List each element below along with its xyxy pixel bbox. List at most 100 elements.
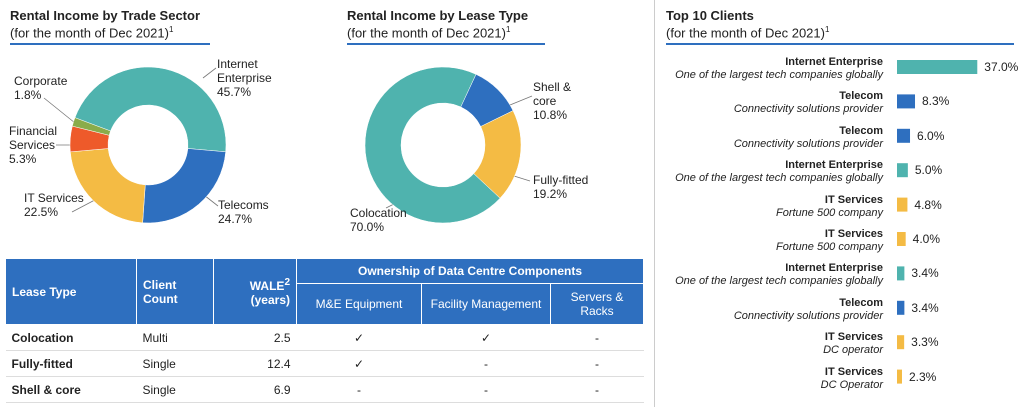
bar bbox=[897, 369, 902, 384]
value-label: 24.7% bbox=[218, 212, 253, 226]
bar bbox=[897, 163, 908, 178]
category-label: Corporate bbox=[14, 74, 68, 88]
value-label: 45.7% bbox=[217, 85, 252, 99]
client-description: One of the largest tech companies global… bbox=[675, 69, 883, 81]
value-label: 70.0% bbox=[350, 220, 385, 234]
table-cell: 2.5 bbox=[213, 324, 297, 351]
table-cell: Shell & core bbox=[5, 376, 137, 403]
value-label: 2.3% bbox=[908, 369, 937, 384]
bar bbox=[897, 266, 905, 281]
slice-label: Corporate 1.8% bbox=[14, 74, 84, 102]
client-name: IT Services bbox=[824, 193, 883, 206]
donut-slice bbox=[364, 66, 501, 224]
bar bbox=[897, 60, 978, 74]
value-label: 1.8% bbox=[14, 88, 42, 102]
bar bbox=[897, 300, 905, 315]
bar bbox=[897, 128, 911, 143]
header-cell: Client Count bbox=[136, 258, 214, 325]
table-cell: Fully-fitted bbox=[5, 350, 137, 377]
client-description: DC Operator bbox=[820, 378, 883, 391]
table-cell: - bbox=[550, 324, 644, 351]
category-label: Financial Services bbox=[9, 124, 58, 152]
client-description: Connectivity solutions provider bbox=[733, 309, 883, 322]
client-name: Internet Enterprise bbox=[785, 159, 883, 172]
header-text: WALE bbox=[249, 278, 285, 293]
subtitle-text: (for the month of Dec 2021) bbox=[10, 25, 169, 41]
client-name: IT Services bbox=[824, 365, 883, 378]
lease-table: Lease Type Client Count WALE2 (years) Own… bbox=[5, 258, 644, 403]
category-label: Telecoms bbox=[218, 198, 269, 212]
slice-label: Internet Enterprise 45.7% bbox=[217, 57, 287, 99]
chart-subtitle: (for the month of Dec 2021)1 bbox=[666, 25, 829, 40]
slice-label: Fully-fitted 19.2% bbox=[533, 173, 613, 201]
category-label: Shell & core bbox=[533, 80, 572, 108]
table-cell: Single bbox=[136, 376, 214, 403]
table-cell: - bbox=[421, 376, 551, 403]
value-label: 10.8% bbox=[533, 108, 568, 122]
chart-subtitle: (for the month of Dec 2021)1 bbox=[347, 25, 510, 40]
table-cell: 6.9 bbox=[213, 376, 297, 403]
client-description: Fortune 500 company bbox=[775, 241, 883, 253]
slice-label: Colocation 70.0% bbox=[350, 206, 430, 234]
bar bbox=[897, 94, 916, 109]
header-cell: WALE2 (years) bbox=[213, 258, 297, 325]
client-name: IT Services bbox=[824, 228, 883, 240]
footnote-mark: 1 bbox=[505, 25, 511, 34]
bar bbox=[897, 335, 905, 350]
value-label: 3.4% bbox=[911, 266, 939, 281]
leader-line bbox=[202, 67, 217, 79]
slice-label: Financial Services 5.3% bbox=[9, 124, 69, 166]
value-label: 4.8% bbox=[914, 197, 942, 212]
header-cell: M&E Equipment bbox=[296, 283, 422, 325]
category-label: IT Services bbox=[24, 191, 84, 205]
divider bbox=[654, 0, 655, 407]
category-label: Internet Enterprise bbox=[217, 57, 272, 85]
client-name: Telecom bbox=[839, 90, 883, 103]
table-cell: - bbox=[421, 350, 551, 377]
value-label: 6.0% bbox=[917, 128, 945, 143]
footnote-mark: 1 bbox=[168, 25, 174, 34]
client-description: DC operator bbox=[823, 344, 883, 357]
client-name: IT Services bbox=[824, 331, 883, 344]
value-label: 4.0% bbox=[912, 232, 941, 246]
leader-line bbox=[513, 175, 531, 182]
slice-label: Telecoms 24.7% bbox=[218, 198, 288, 226]
header-cell: Facility Management bbox=[421, 283, 551, 325]
client-name: Telecom bbox=[839, 124, 883, 137]
bar bbox=[897, 232, 906, 246]
client-description: One of the largest tech companies global… bbox=[675, 172, 883, 185]
header-cell: Servers & Racks bbox=[550, 283, 644, 325]
value-label: 3.4% bbox=[911, 300, 939, 315]
header-text: (years) bbox=[250, 292, 290, 307]
value-label: 5.3% bbox=[9, 152, 37, 166]
header-cell: Lease Type bbox=[5, 258, 137, 325]
value-label: 5.0% bbox=[914, 163, 943, 178]
table-cell: - bbox=[550, 376, 644, 403]
client-description: Connectivity solutions provider bbox=[733, 103, 883, 116]
value-label: 8.3% bbox=[922, 94, 950, 109]
value-label: 22.5% bbox=[24, 205, 59, 219]
table-cell: - bbox=[550, 350, 644, 377]
chart-title: Top 10 Clients bbox=[666, 8, 754, 23]
table-row: Shell & core Single 6.9- - - bbox=[5, 376, 644, 403]
table-cell: ✓ bbox=[296, 324, 422, 351]
table-cell: Single bbox=[136, 350, 214, 377]
title-rule bbox=[666, 43, 1014, 45]
table-cell: ✓ bbox=[421, 324, 551, 351]
category-label: Colocation bbox=[350, 206, 407, 220]
chart-subtitle: (for the month of Dec 2021)1 bbox=[10, 25, 173, 40]
table-row: Colocation Multi 2.5 ✓ ✓ - bbox=[5, 324, 644, 351]
slice-label: IT Services 22.5% bbox=[24, 191, 84, 219]
title-rule bbox=[347, 43, 545, 45]
subtitle-text: (for the month of Dec 2021) bbox=[347, 25, 506, 41]
table-cell: ✓ bbox=[296, 350, 422, 377]
table-cell: Colocation bbox=[5, 324, 137, 351]
client-name: Internet Enterprise bbox=[785, 56, 883, 68]
client-description: Fortune 500 company bbox=[775, 206, 883, 219]
donut-slice bbox=[72, 117, 111, 136]
table-cell: Multi bbox=[136, 324, 214, 351]
footnote-mark: 2 bbox=[284, 276, 290, 288]
bar bbox=[897, 197, 908, 212]
